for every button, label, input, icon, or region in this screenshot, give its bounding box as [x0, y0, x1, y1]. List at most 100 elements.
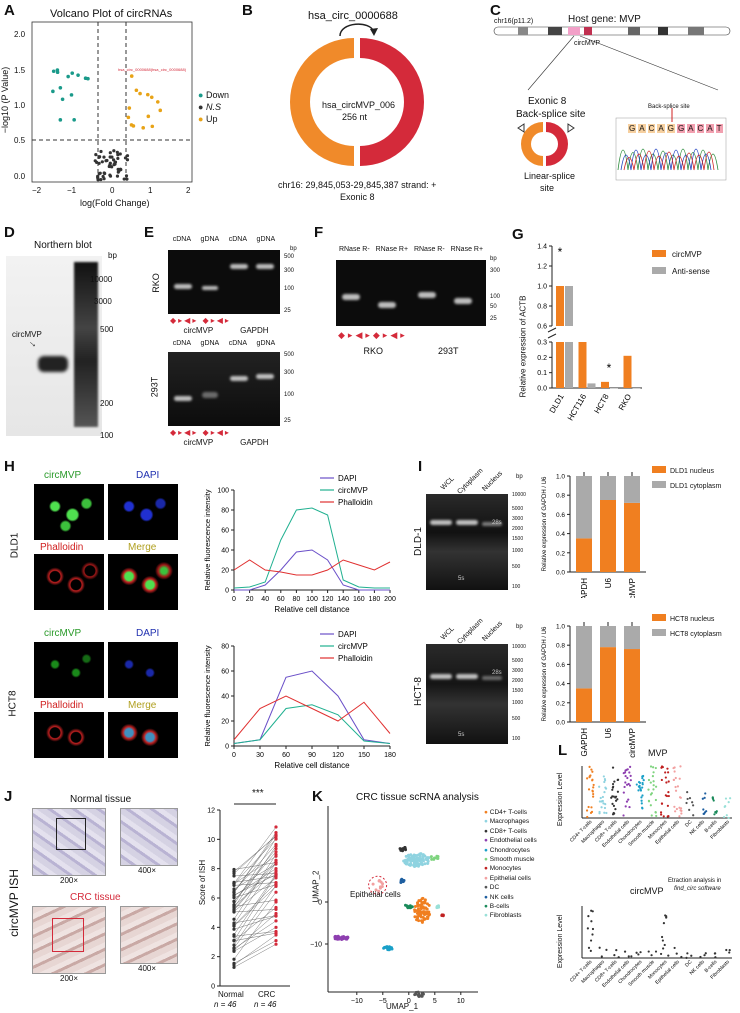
ns-point: [123, 156, 128, 160]
mag-label: 400×: [138, 866, 157, 875]
umap-point: [346, 935, 350, 939]
sample-size: n = 46: [254, 1000, 277, 1009]
base: T: [715, 124, 723, 133]
cell-point: [591, 933, 594, 936]
y-tick-label: 80: [221, 508, 229, 515]
cell-point: [640, 796, 643, 799]
exon-label: Exonic 8: [528, 96, 567, 107]
y-tick-label: 6: [211, 896, 215, 903]
bar: [578, 342, 587, 388]
panel-label: E: [144, 224, 155, 241]
cell-point: [616, 790, 620, 793]
chart-title: circMVP: [630, 886, 664, 896]
cell-point: [598, 785, 601, 788]
umap-point: [399, 880, 403, 884]
band: [174, 396, 192, 401]
circ-name: hsa_circMVP_006: [322, 100, 396, 110]
pair-line: [233, 838, 277, 885]
cell-point: [598, 810, 601, 814]
row-label: 293T: [149, 376, 160, 398]
ns-point: [93, 159, 97, 163]
pair-line: [233, 862, 277, 925]
cell-point: [680, 812, 683, 815]
band: [230, 264, 248, 269]
x-tick-label: 40: [261, 596, 269, 603]
line-chart-hct8: 0 30 60 90 120 150 180 0 20 40 60 80 DAPI circMVP Phal…: [203, 630, 396, 768]
bp-label: bp: [490, 256, 497, 262]
bp-unit: bp: [108, 251, 117, 260]
x-tick-label: 200: [384, 596, 396, 603]
bar: [587, 383, 596, 388]
micrograph-phalloidin: [34, 712, 104, 758]
panel-label: H: [4, 458, 15, 475]
cell-point: [647, 778, 651, 782]
umap-point: [427, 903, 431, 907]
pair-line: [233, 870, 277, 906]
umap-point: [413, 908, 417, 912]
cell-point: [667, 780, 670, 783]
cell-point: [613, 780, 616, 783]
cell-point: [711, 796, 714, 799]
down-point: [69, 93, 74, 97]
sequence-letters: G A C A G G A C A T: [628, 124, 723, 133]
ns-point: [99, 177, 103, 182]
cell-point: [602, 802, 605, 805]
ns-point: [116, 153, 120, 157]
y-tick-label: 1.0: [537, 284, 547, 291]
legend-label: NK cells: [489, 893, 514, 901]
band: [342, 294, 360, 300]
mag-label: 400×: [138, 964, 157, 973]
umap-point: [420, 992, 424, 996]
cell-point: [626, 768, 629, 771]
crc-point: [274, 847, 278, 851]
bar-segment: [576, 688, 592, 722]
pair-line: [233, 901, 277, 960]
umap-point: [432, 857, 436, 861]
ns-point: [116, 156, 120, 161]
pair-line: [233, 909, 277, 913]
cell-point: [647, 799, 651, 802]
cell-point: [600, 955, 603, 958]
normal-point: [232, 961, 236, 965]
group-label: CRC: [258, 990, 276, 999]
cell-point: [685, 801, 688, 805]
note: find_circ software: [674, 886, 721, 892]
crc-point: [274, 939, 278, 943]
lane-header: RNase R+: [450, 246, 484, 253]
cell-point: [686, 791, 689, 794]
y-tick-label: 0.0: [556, 720, 565, 727]
y-axis-label: Relative expression of GAPDH / U6: [542, 476, 548, 571]
legend-item: ● Fibroblasts: [484, 912, 522, 920]
umap-point: [415, 918, 419, 922]
gene-label: circMVP: [183, 326, 214, 335]
normal-point: [232, 943, 236, 947]
umap-point: [409, 859, 413, 863]
cell-point: [603, 780, 606, 784]
cell-point: [665, 915, 668, 918]
up-point: [126, 115, 131, 120]
cell-point: [641, 806, 644, 809]
x-tick-label: −10: [351, 998, 363, 1005]
x-tick: −2: [32, 186, 42, 195]
pair-line: [233, 940, 277, 964]
row-label: DLD-1: [412, 527, 424, 556]
lane-header: Cytoplasm: [456, 467, 485, 496]
umap-point: [379, 880, 383, 884]
cell-point: [675, 952, 678, 955]
pair-line: [233, 875, 277, 883]
umap-point: [426, 917, 430, 921]
cell-point: [725, 814, 728, 817]
y-tick-label: 0.0: [556, 570, 565, 577]
legend-item: HCT8 cytoplasm: [652, 629, 722, 638]
y-axis-label: Relative expression of ACTB: [518, 295, 528, 398]
cell-point: [591, 770, 594, 773]
lane-headers-top: cDNA gDNA cDNA gDNA: [168, 236, 280, 243]
cell-point: [666, 804, 669, 807]
normal-point: [232, 896, 236, 900]
circ-id: hsa_circ_0000688: [308, 10, 398, 22]
cell-point: [703, 796, 706, 799]
umap-point: [390, 947, 394, 951]
cell-point: [611, 788, 614, 791]
pair-line: [233, 932, 277, 941]
umap-point: [416, 908, 420, 912]
